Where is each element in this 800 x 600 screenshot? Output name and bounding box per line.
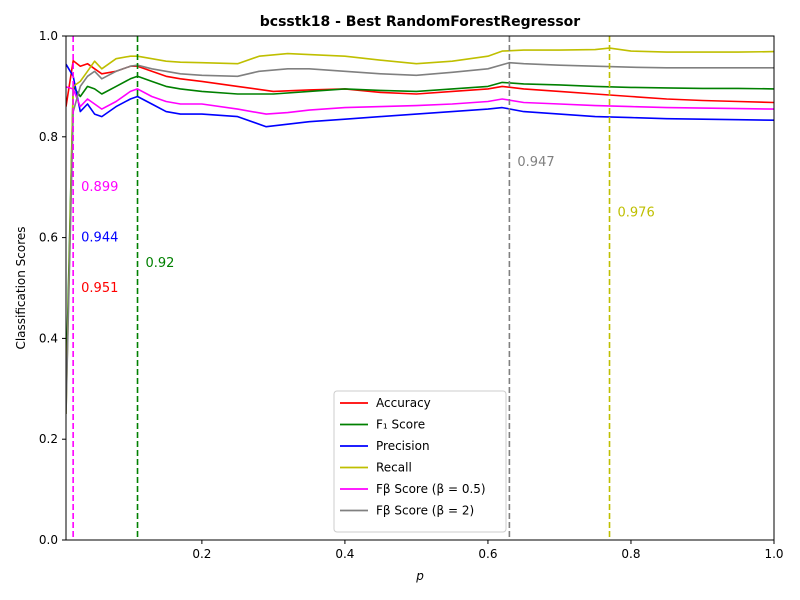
legend: Accuracy F₁ Score Precision Recall Fβ Score … <box>333 390 507 533</box>
x-tick-label: 0.8 <box>621 547 640 561</box>
series-line-1 <box>66 75 774 389</box>
x-tick-label: 0.2 <box>192 547 211 561</box>
x-tick-label: 1.0 <box>764 547 783 561</box>
series-line-3 <box>66 47 774 415</box>
plot-frame <box>65 35 775 541</box>
y-axis-label: Classification Scores <box>14 226 28 349</box>
legend-label-4: Fβ Score (β = 0.5) <box>376 482 486 496</box>
series-line-4 <box>66 86 774 115</box>
annotation-5: 0.976 <box>618 205 655 220</box>
y-tick-label: 0.8 <box>39 130 58 144</box>
chart-title: bcsstk18 - Best RandomForestRegressor <box>260 14 581 30</box>
annotation-0: 0.899 <box>81 180 118 195</box>
y-tick-label: 0.4 <box>39 331 58 345</box>
y-tick-label: 1.0 <box>39 29 58 43</box>
annotation-1: 0.944 <box>81 231 118 246</box>
series-group <box>66 47 774 415</box>
legend-label-5: Fβ Score (β = 2) <box>376 504 474 518</box>
x-tick-label: 0.6 <box>478 547 497 561</box>
series-line-0 <box>66 59 774 107</box>
legend-box <box>333 390 507 533</box>
annotation-4: 0.947 <box>517 155 554 170</box>
x-axis-label: p <box>415 569 424 583</box>
annotation-3: 0.92 <box>146 256 175 271</box>
y-tick-label: 0.2 <box>39 432 58 446</box>
y-tick-label: 0.0 <box>39 533 58 547</box>
legend-label-0: Accuracy <box>376 396 431 410</box>
y-tick-label: 0.6 <box>39 231 58 245</box>
series-line-5 <box>66 61 774 415</box>
legend-label-2: Precision <box>376 439 430 453</box>
x-tick-label: 0.4 <box>335 547 354 561</box>
legend-label-3: Recall <box>376 461 412 475</box>
series-line-2 <box>66 63 774 128</box>
legend-label-1: F₁ Score <box>376 418 425 432</box>
annotation-2: 0.951 <box>81 281 118 296</box>
